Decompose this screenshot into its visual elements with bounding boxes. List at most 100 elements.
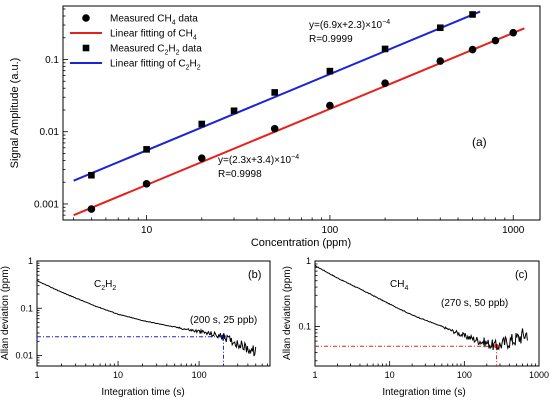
ch4-fit-equation-exponent: −4 (291, 154, 299, 161)
legend-entry-label-part: 4 (172, 20, 176, 27)
panel-b-gas-label: C2H2 (94, 279, 116, 292)
panel-b-gas-label-d: 2 (112, 285, 116, 292)
fit-line (73, 10, 481, 182)
panel-c-ticks: 1 10 100 1000 0.1 1 (298, 256, 549, 380)
panel-b-x-axis-label: Integration time (s) (101, 387, 184, 398)
panel-b-allan-line (36, 280, 257, 357)
legend-entry-label-part: 2 (164, 50, 168, 57)
panel-b-ticks: 1 10 100 0.01 0.1 1 (15, 256, 268, 380)
panel-c-guide-lines (315, 343, 499, 366)
c2h2-fit-equation-exponent: −4 (382, 19, 390, 26)
c2h2-fit-equation-main: y=(6.9x+2.3)×10 (309, 20, 383, 31)
ch4-fit-r-value: R=0.9998 (218, 169, 262, 180)
panel-b-gas-label-b: 2 (101, 285, 105, 292)
panel-a-points (87, 11, 518, 213)
legend-entry-label-part: 4 (193, 35, 197, 42)
legend-entry-label-part: Linear fitting of CH (110, 29, 193, 40)
panel-c-gas-label-b: 4 (404, 285, 408, 292)
panel-c-x-tick-label: 1000 (529, 370, 549, 380)
panel-b-guide-lines (37, 334, 226, 366)
c2h2-data-point (326, 67, 334, 75)
ch4-data-point (142, 180, 151, 188)
panel-a-y-tick-label: 0.1 (45, 55, 59, 66)
panel-c-x-axis-label: Integration time (s) (382, 387, 465, 398)
panel-b-y-axis-label: Allan deviation (ppm) (0, 266, 11, 360)
ch4-data-point (197, 154, 206, 163)
legend-entry-label-part: 2 (197, 65, 201, 72)
fit-line (73, 27, 525, 217)
panel-a-x-tick-label: 1000 (502, 225, 525, 236)
panel-b-gas-label-c: H (105, 279, 112, 290)
panel-b-gas-label-a: C (94, 279, 101, 290)
panel-a-y-axis-label: Signal Amplitude (a.u.) (9, 58, 21, 169)
ch4-data-point (270, 124, 279, 133)
panel-c-y-tick-label: 0.1 (298, 322, 311, 332)
legend-entry-label-part: Measured C (110, 44, 164, 55)
legend-entry-label-part: data (180, 44, 203, 55)
panel-a-fit-lines (73, 10, 525, 217)
panel-a-x-tick-label: 100 (322, 225, 339, 236)
ch4-data-point (326, 101, 334, 110)
panel-c-allan-line (314, 264, 528, 351)
c2h2-data-point (198, 120, 206, 128)
panel-c-x-tick-label: 1 (312, 370, 317, 380)
legend-entry-label-part: H (168, 44, 175, 55)
c2h2-data-point (271, 89, 279, 96)
ch4-fit-equation: y=(2.3x+3.4)×10−4 (218, 154, 299, 166)
legend-entry-label: Measured CH4 data (110, 14, 198, 27)
panel-b-frame (36, 260, 271, 367)
panel-c-x-tick-label: 10 (385, 370, 395, 380)
c2h2-data-point (230, 107, 238, 115)
panel-b-y-tick-label: 0.01 (15, 351, 33, 361)
panel-c-label: (c) (515, 269, 528, 281)
c2h2-fit-equation: y=(6.9x+2.3)×10−4 (309, 19, 390, 31)
panel-c-gas-label-a: CH (390, 279, 404, 290)
c2h2-data-point (88, 171, 95, 179)
legend-entry-label: Linear fitting of C2H2 (110, 59, 201, 72)
panel-a-y-tick-label: 0.01 (40, 127, 60, 138)
panel-b-y-tick-label: 0.1 (20, 303, 33, 313)
legend-circle-marker (82, 14, 90, 22)
ch4-data-point (381, 79, 389, 87)
ch4-fit-equation-main: y=(2.3x+3.4)×10 (218, 155, 292, 166)
legend-entry-label-part: H (190, 59, 197, 70)
legend-entry-label: Linear fitting of CH4 (110, 29, 197, 42)
c2h2-data-point (436, 24, 444, 32)
panel-b-x-tick-label: 1 (34, 370, 39, 380)
panel-c-minimum-label: (270 s, 50 ppb) (441, 298, 508, 309)
c2h2-data-point (381, 45, 389, 53)
panel-c-y-tick-label: 1 (306, 256, 311, 266)
panel-b-minimum-label: (200 s, 25 ppb) (190, 315, 257, 326)
legend-entry-label-part: Linear fitting of C (110, 59, 186, 70)
panel-b-x-tick-label: 100 (192, 370, 207, 380)
panel-c-y-axis-label: Allan deviation (ppm) (282, 266, 293, 360)
legend-entry-label: Measured C2H2 data (110, 44, 202, 57)
c2h2-fit-r-value: R=0.9999 (309, 34, 353, 45)
panel-a-label: (a) (472, 135, 487, 149)
panel-a-x-tick-label: 10 (141, 225, 153, 236)
panel-b: 1 10 1000.010.11 (b) C2H2 (200 s, 25 ppb) … (0, 256, 271, 398)
legend-entry-label-part: 2 (186, 65, 190, 72)
panel-c-frame (314, 260, 540, 367)
panel-b-allan-curve (36, 280, 257, 357)
legend-entry-label-part: data (176, 14, 199, 25)
ch4-data-point (468, 45, 477, 54)
legend-square-marker (82, 44, 90, 52)
panel-b-x-tick-label: 10 (113, 370, 123, 380)
ch4-data-point (491, 36, 500, 45)
panel-c-gas-label: CH4 (390, 279, 408, 292)
panel-c: 1 10 100 1000 0.1 1 (c) CH4 (270 s, 50 ppb) I… (282, 256, 549, 398)
legend-entry-label-part: Measured CH (110, 14, 172, 25)
legend-entry-label-part: 2 (176, 50, 180, 57)
c2h2-data-point (143, 146, 150, 153)
panel-a-y-tick-label: 0.001 (34, 199, 59, 210)
panel-c-x-tick-label: 100 (457, 370, 472, 380)
ch4-data-point (87, 205, 96, 213)
panel-c-allan-curve (314, 264, 528, 351)
c2h2-data-point (469, 11, 476, 18)
panel-b-label: (b) (248, 269, 261, 281)
panel-a-ticks: 10 100 1000 0.001 0.01 0.1 (34, 8, 525, 236)
